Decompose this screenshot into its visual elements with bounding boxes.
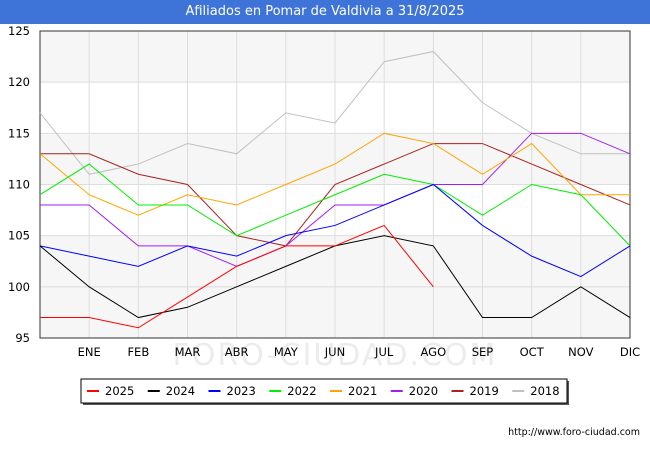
chart-title: Afiliados en Pomar de Valdivia a 31/8/20… xyxy=(0,0,650,24)
watermark: FORO-CIUDAD.COM xyxy=(173,338,498,373)
legend-box xyxy=(80,378,568,404)
series-lines xyxy=(39,50,631,329)
y-tick-label: 115 xyxy=(8,126,30,140)
series-line-2022 xyxy=(39,163,631,247)
plot-frame xyxy=(39,30,631,339)
y-tick-label: 105 xyxy=(8,229,30,243)
legend-label-2023: 2023 xyxy=(227,384,256,398)
series-line-2023 xyxy=(39,183,631,278)
x-tick-label: AGO xyxy=(421,345,447,359)
y-axis-ticks: 95 100 105 110 115 120 125 xyxy=(8,24,30,345)
x-tick-label: MAY xyxy=(274,345,299,359)
x-tick-label: NOV xyxy=(568,345,593,359)
x-tick-label: ABR xyxy=(225,345,249,359)
x-tick-label: FEB xyxy=(127,345,149,359)
y-tick-label: 110 xyxy=(8,178,30,192)
x-tick-label: SEP xyxy=(472,345,494,359)
legend-label-2019: 2019 xyxy=(470,384,499,398)
x-tick-label: MAR xyxy=(175,345,201,359)
y-tick-label: 95 xyxy=(15,331,30,345)
x-tick-label: JUL xyxy=(374,345,394,359)
series-line-2025 xyxy=(40,224,434,329)
legend-label-2024: 2024 xyxy=(166,384,195,398)
legend-label-2022: 2022 xyxy=(287,384,316,398)
legend-label-2018: 2018 xyxy=(530,384,559,398)
y-tick-label: 125 xyxy=(8,24,30,38)
legend-label-2021: 2021 xyxy=(348,384,377,398)
legend-label-2025: 2025 xyxy=(105,384,134,398)
x-tick-label: JUN xyxy=(324,345,345,359)
series-line-2021 xyxy=(39,132,630,216)
y-tick-label: 100 xyxy=(8,280,30,294)
legend-label-2020: 2020 xyxy=(409,384,438,398)
y-tick-label: 120 xyxy=(8,75,30,89)
source-url: http://www.foro-ciudad.com xyxy=(508,427,640,438)
series-line-2020 xyxy=(40,132,631,267)
x-tick-label: OCT xyxy=(520,345,545,359)
x-tick-label: ENE xyxy=(78,345,101,359)
series-line-2019 xyxy=(40,143,631,247)
x-tick-label: DIC xyxy=(620,345,640,359)
legend: 2025 2024 2023 2022 2021 2020 2019 2018 xyxy=(80,378,569,405)
x-axis-ticks: ENE FEB MAR ABR MAY JUN JUL AGO SEP OCT NOV DIC xyxy=(78,345,641,359)
